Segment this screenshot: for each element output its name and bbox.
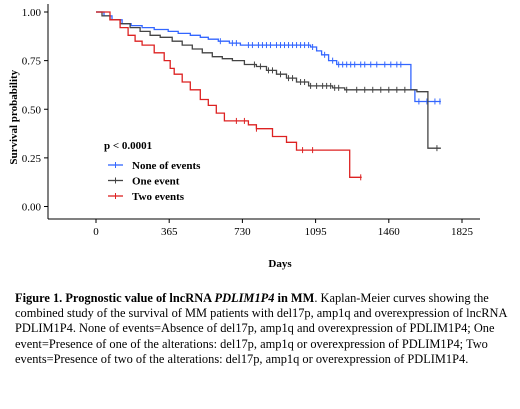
caption-title-text: Figure 1. Prognostic value of lncRNA [15,291,215,305]
y-tick-label: 0.00 [22,202,42,214]
legend-label: None of events [132,160,201,172]
caption-title: Figure 1. Prognostic value of lncRNA PDL… [15,291,314,305]
x-tick-label: 1095 [305,226,328,238]
y-tick-label: 0.50 [22,104,42,116]
x-axis-title: Days [268,258,292,270]
legend-label: One event [132,176,180,188]
x-tick-label: 0 [93,226,99,238]
series-two-events [96,11,362,181]
y-axis-title: Survival probability [8,69,20,164]
series-one-event [96,11,441,152]
kaplan-meier-chart: 0.00 0.25 0.50 0.75 1.00 0 365 730 1095 1460 1825 D… [8,4,480,270]
figure-caption: Figure 1. Prognostic value of lncRNA PDL… [15,291,507,367]
caption-body: . Kaplan-Meier curves showing the combin… [15,291,507,366]
legend-label: Two events [132,191,185,203]
y-tick-label: 1.00 [22,7,42,19]
survival-step-line [96,11,441,149]
x-tick-label: 365 [161,226,178,238]
p-value-annotation: p < 0.0001 [104,140,152,152]
x-tick-label: 1460 [378,226,401,238]
survival-curves [96,11,441,181]
caption-title-end: in MM [274,291,315,305]
series-none-of-events [96,11,441,105]
y-tick-label: 0.25 [22,153,42,165]
x-tick-label: 1825 [451,226,474,238]
survival-step-line [96,11,441,103]
caption-title-gene: PDLIM1P4 [214,291,275,305]
legend: p < 0.0001 None of events One event Two eve… [104,140,201,203]
survival-step-line [96,11,362,178]
axes: 0.00 0.25 0.50 0.75 1.00 0 365 730 1095 1460 1825 D… [8,4,480,270]
x-tick-label: 730 [234,226,251,238]
y-tick-label: 0.75 [22,56,42,68]
